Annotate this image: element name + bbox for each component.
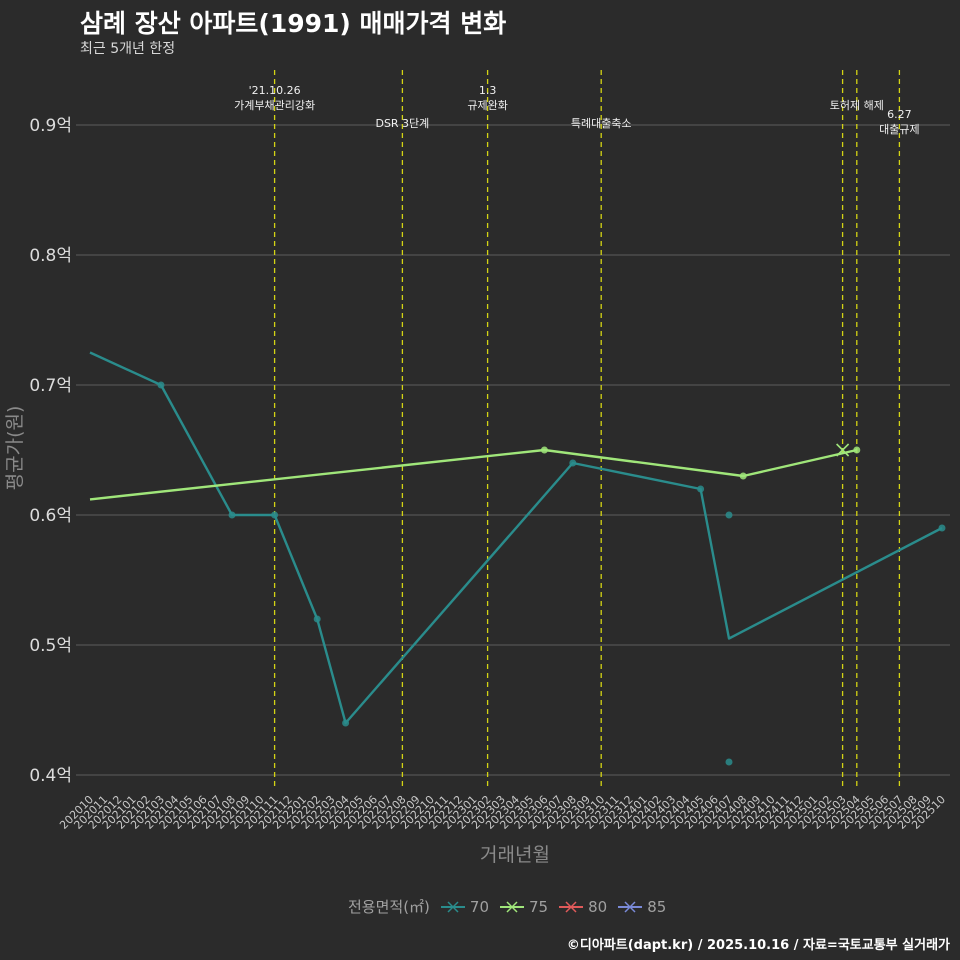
series-point-75-2 xyxy=(853,446,861,454)
legend-label-85: 85 xyxy=(647,897,667,916)
y-tick-label-3: 0.7억 xyxy=(29,376,72,396)
legend: 전용면적(㎡) 70 75 80 85 xyxy=(348,896,666,917)
series-point-70-7 xyxy=(725,511,733,519)
y-axis-title: 평균가(원) xyxy=(4,406,26,491)
series-line-75 xyxy=(89,448,858,501)
series-group xyxy=(89,351,946,766)
legend-title: 전용면적(㎡) xyxy=(348,898,430,916)
chart-subtitle: 최근 5개년 한정 xyxy=(80,41,176,57)
y-tick-label-1: 0.5억 xyxy=(29,636,72,656)
series-point-70-8 xyxy=(725,758,733,766)
y-tick-label-5: 0.9억 xyxy=(29,116,72,136)
y-tick-labels: 0.4억 0.5억 0.6억 0.7억 0.8억 0.9억 xyxy=(29,116,72,786)
grid-lines xyxy=(76,124,950,776)
legend-key-75-icon xyxy=(500,900,524,913)
event-label-2-0: 1.3 xyxy=(479,84,497,97)
source-caption: ©디아파트(dapt.kr) / 2025.10.16 / 자료=국토교통부 실… xyxy=(566,938,950,953)
legend-key-85-icon xyxy=(618,900,643,913)
series-point-75-1 xyxy=(739,472,747,480)
legend-key-80-icon xyxy=(559,900,584,913)
series-point-70-3 xyxy=(313,615,321,623)
series-point-70-0 xyxy=(157,381,165,389)
legend-label-80: 80 xyxy=(588,897,608,916)
event-label-2-1: 규제완화 xyxy=(467,99,507,112)
event-label-5-0: 토허제 해제 xyxy=(830,98,884,112)
series-point-70-9 xyxy=(938,524,946,532)
series-point-70-2 xyxy=(271,511,279,519)
legend-item-70[interactable]: 70 xyxy=(440,898,489,916)
event-label-1-0: DSR 3단계 xyxy=(375,117,429,130)
series-point-70-6 xyxy=(697,485,705,493)
legend-item-85[interactable]: 85 xyxy=(617,898,666,916)
x-tick-labels: 2020102020112020122021012021022021032021… xyxy=(57,793,948,832)
y-tick-label-0: 0.4억 xyxy=(29,766,72,786)
series-point-70-1 xyxy=(228,511,236,519)
series-point-70-4 xyxy=(342,719,350,727)
series-cross-75-0 xyxy=(836,443,850,457)
legend-item-80[interactable]: 80 xyxy=(558,898,607,916)
y-tick-label-4: 0.8억 xyxy=(29,246,72,266)
event-label-6-0: 6.27 xyxy=(887,108,912,121)
legend-item-75[interactable]: 75 xyxy=(499,898,548,916)
y-tick-label-2: 0.6억 xyxy=(29,506,72,526)
series-line-70 xyxy=(89,351,943,725)
legend-label-70: 70 xyxy=(469,897,489,916)
x-axis-title: 거래년월 xyxy=(480,844,550,866)
event-label-0-1: 가계부채관리강화 xyxy=(234,99,315,112)
legend-key-70-icon xyxy=(440,900,465,913)
event-label-6-1: 대출규제 xyxy=(879,123,919,136)
series-point-75-0 xyxy=(540,446,548,454)
event-label-3-0: 특례대출축소 xyxy=(571,117,632,130)
legend-label-75: 75 xyxy=(529,897,549,916)
event-label-0-0: '21.10.26 xyxy=(249,84,301,97)
chart-title: 삼례 장산 아파트(1991) 매매가격 변화 xyxy=(80,9,507,38)
series-point-70-5 xyxy=(569,459,577,467)
